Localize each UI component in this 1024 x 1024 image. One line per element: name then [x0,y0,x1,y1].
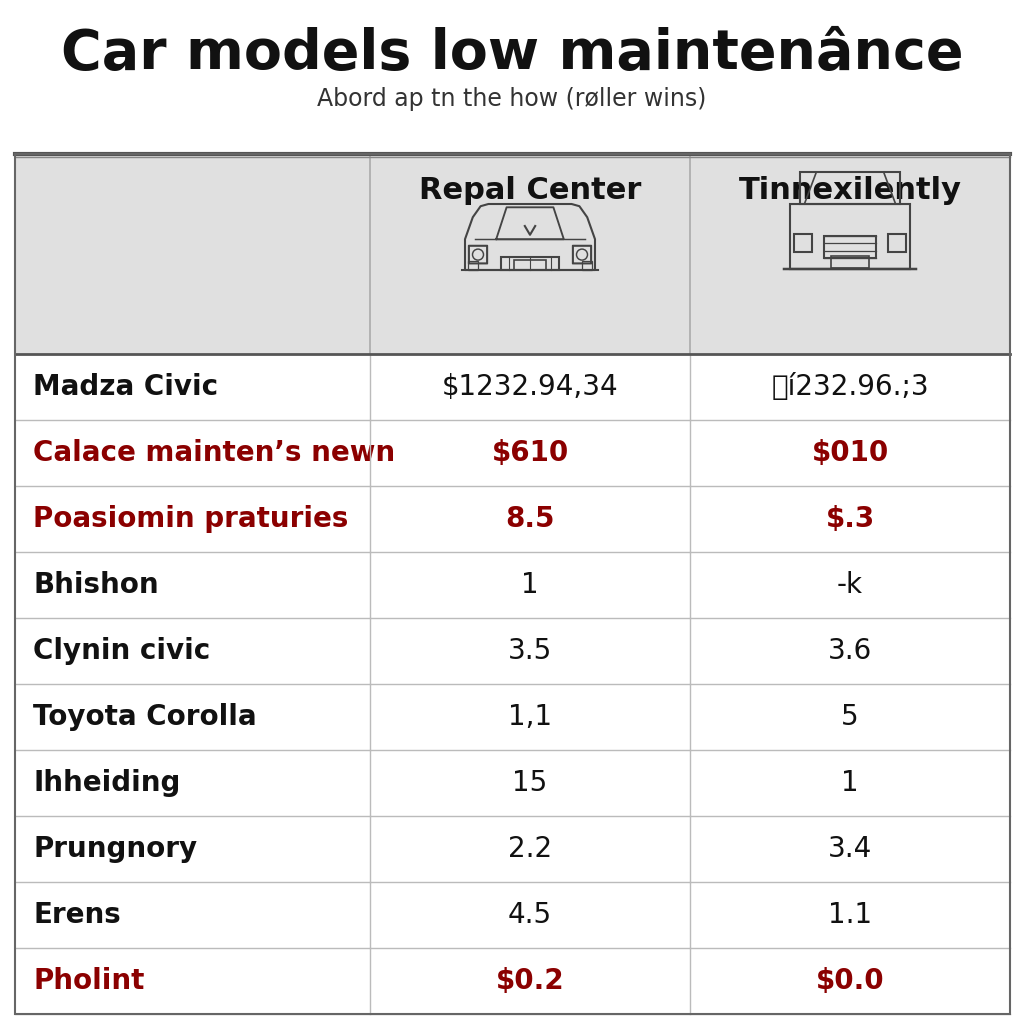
Text: $1232.94,34: $1232.94,34 [441,373,618,401]
Text: 8.5: 8.5 [505,505,555,534]
Text: Bhishon: Bhishon [33,571,159,599]
Text: 4.5: 4.5 [508,901,552,929]
Text: $0.0: $0.0 [816,967,885,995]
Bar [830,256,869,268]
Text: Abord ap tn the how (røller wins): Abord ap tn the how (røller wins) [317,87,707,111]
Bar [15,816,1010,882]
Text: Repal Center: Repal Center [419,176,641,205]
Text: Poasiomin praturies: Poasiomin praturies [33,505,348,534]
Text: Pholint: Pholint [33,967,144,995]
Text: Clynin civic: Clynin civic [33,637,210,665]
Text: 3.4: 3.4 [827,835,872,863]
Bar [15,420,1010,486]
Text: 1: 1 [521,571,539,599]
Text: -k: -k [837,571,863,599]
Text: Tinnexilently: Tinnexilently [738,176,962,205]
Bar [15,750,1010,816]
Text: 2.2: 2.2 [508,835,552,863]
Bar [582,261,593,270]
Bar [15,948,1010,1014]
Text: Calace mainten’s newn: Calace mainten’s newn [33,439,395,467]
Text: $0.2: $0.2 [496,967,564,995]
Bar [794,234,812,252]
Bar [502,257,559,270]
Text: 5: 5 [841,703,859,731]
Bar [15,618,1010,684]
Text: Car models low maintenânce: Car models low maintenânce [60,27,964,81]
Bar [15,486,1010,552]
Text: 1,1: 1,1 [508,703,552,731]
Bar [790,204,910,269]
Text: 1.1: 1.1 [828,901,872,929]
Bar [15,154,1010,1014]
Text: 1: 1 [841,769,859,797]
Bar [514,260,546,270]
Bar [15,882,1010,948]
Bar [15,684,1010,750]
Bar [823,236,877,258]
Text: Ihheiding: Ihheiding [33,769,180,797]
Bar [889,234,906,252]
Bar [15,154,1010,354]
Text: 九í232.96.;3: 九í232.96.;3 [771,373,929,401]
Text: Toyota Corolla: Toyota Corolla [33,703,257,731]
Bar [15,354,1010,420]
Bar [468,261,478,270]
Bar [800,172,900,204]
Bar [15,552,1010,618]
Text: Erens: Erens [33,901,121,929]
Text: $.3: $.3 [825,505,874,534]
Text: 15: 15 [512,769,548,797]
Text: $010: $010 [811,439,889,467]
Text: 3.6: 3.6 [827,637,872,665]
Text: 3.5: 3.5 [508,637,552,665]
Text: $610: $610 [492,439,568,467]
Text: Madza Civic: Madza Civic [33,373,218,401]
Text: Prungnory: Prungnory [33,835,198,863]
